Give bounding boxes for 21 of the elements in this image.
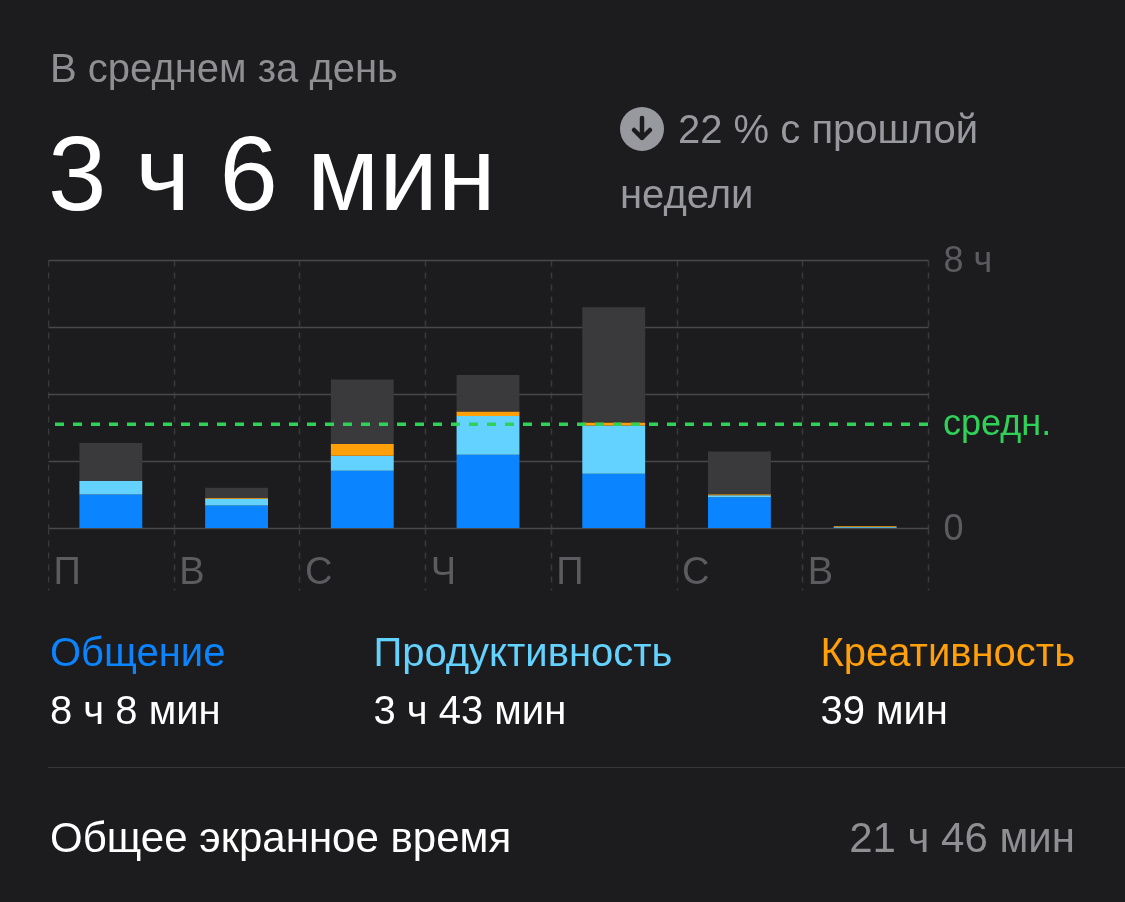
x-tick-label: П [53, 549, 81, 592]
text: 39 мин [820, 688, 949, 733]
y-tick-label: 0 [943, 506, 964, 548]
text: 22 % с прошлой недели [620, 107, 979, 216]
text: Общее экранное время [50, 814, 512, 862]
x-tick-label: В [179, 549, 205, 592]
x-tick-label: С [682, 549, 710, 592]
y-tick-label: 8 ч [943, 238, 993, 280]
x-tick-label: С [304, 549, 333, 592]
x-tick-label: В [807, 549, 834, 592]
chart-title: В среднем за день [50, 46, 398, 91]
text: 21 ч 46 мин [849, 814, 1075, 862]
x-tick-label: Ч [430, 549, 456, 592]
chart-subtitle: 3 ч 6 мин [48, 115, 496, 233]
x-tick-label: П [556, 549, 584, 592]
text: Продуктивность [373, 630, 673, 675]
text: Общение [50, 630, 226, 675]
ref-line-label: средн. [943, 402, 1052, 444]
text: 8 ч 8 мин [50, 688, 222, 733]
text: 3 ч 43 мин [373, 688, 568, 733]
text: Креативность [820, 630, 1075, 675]
